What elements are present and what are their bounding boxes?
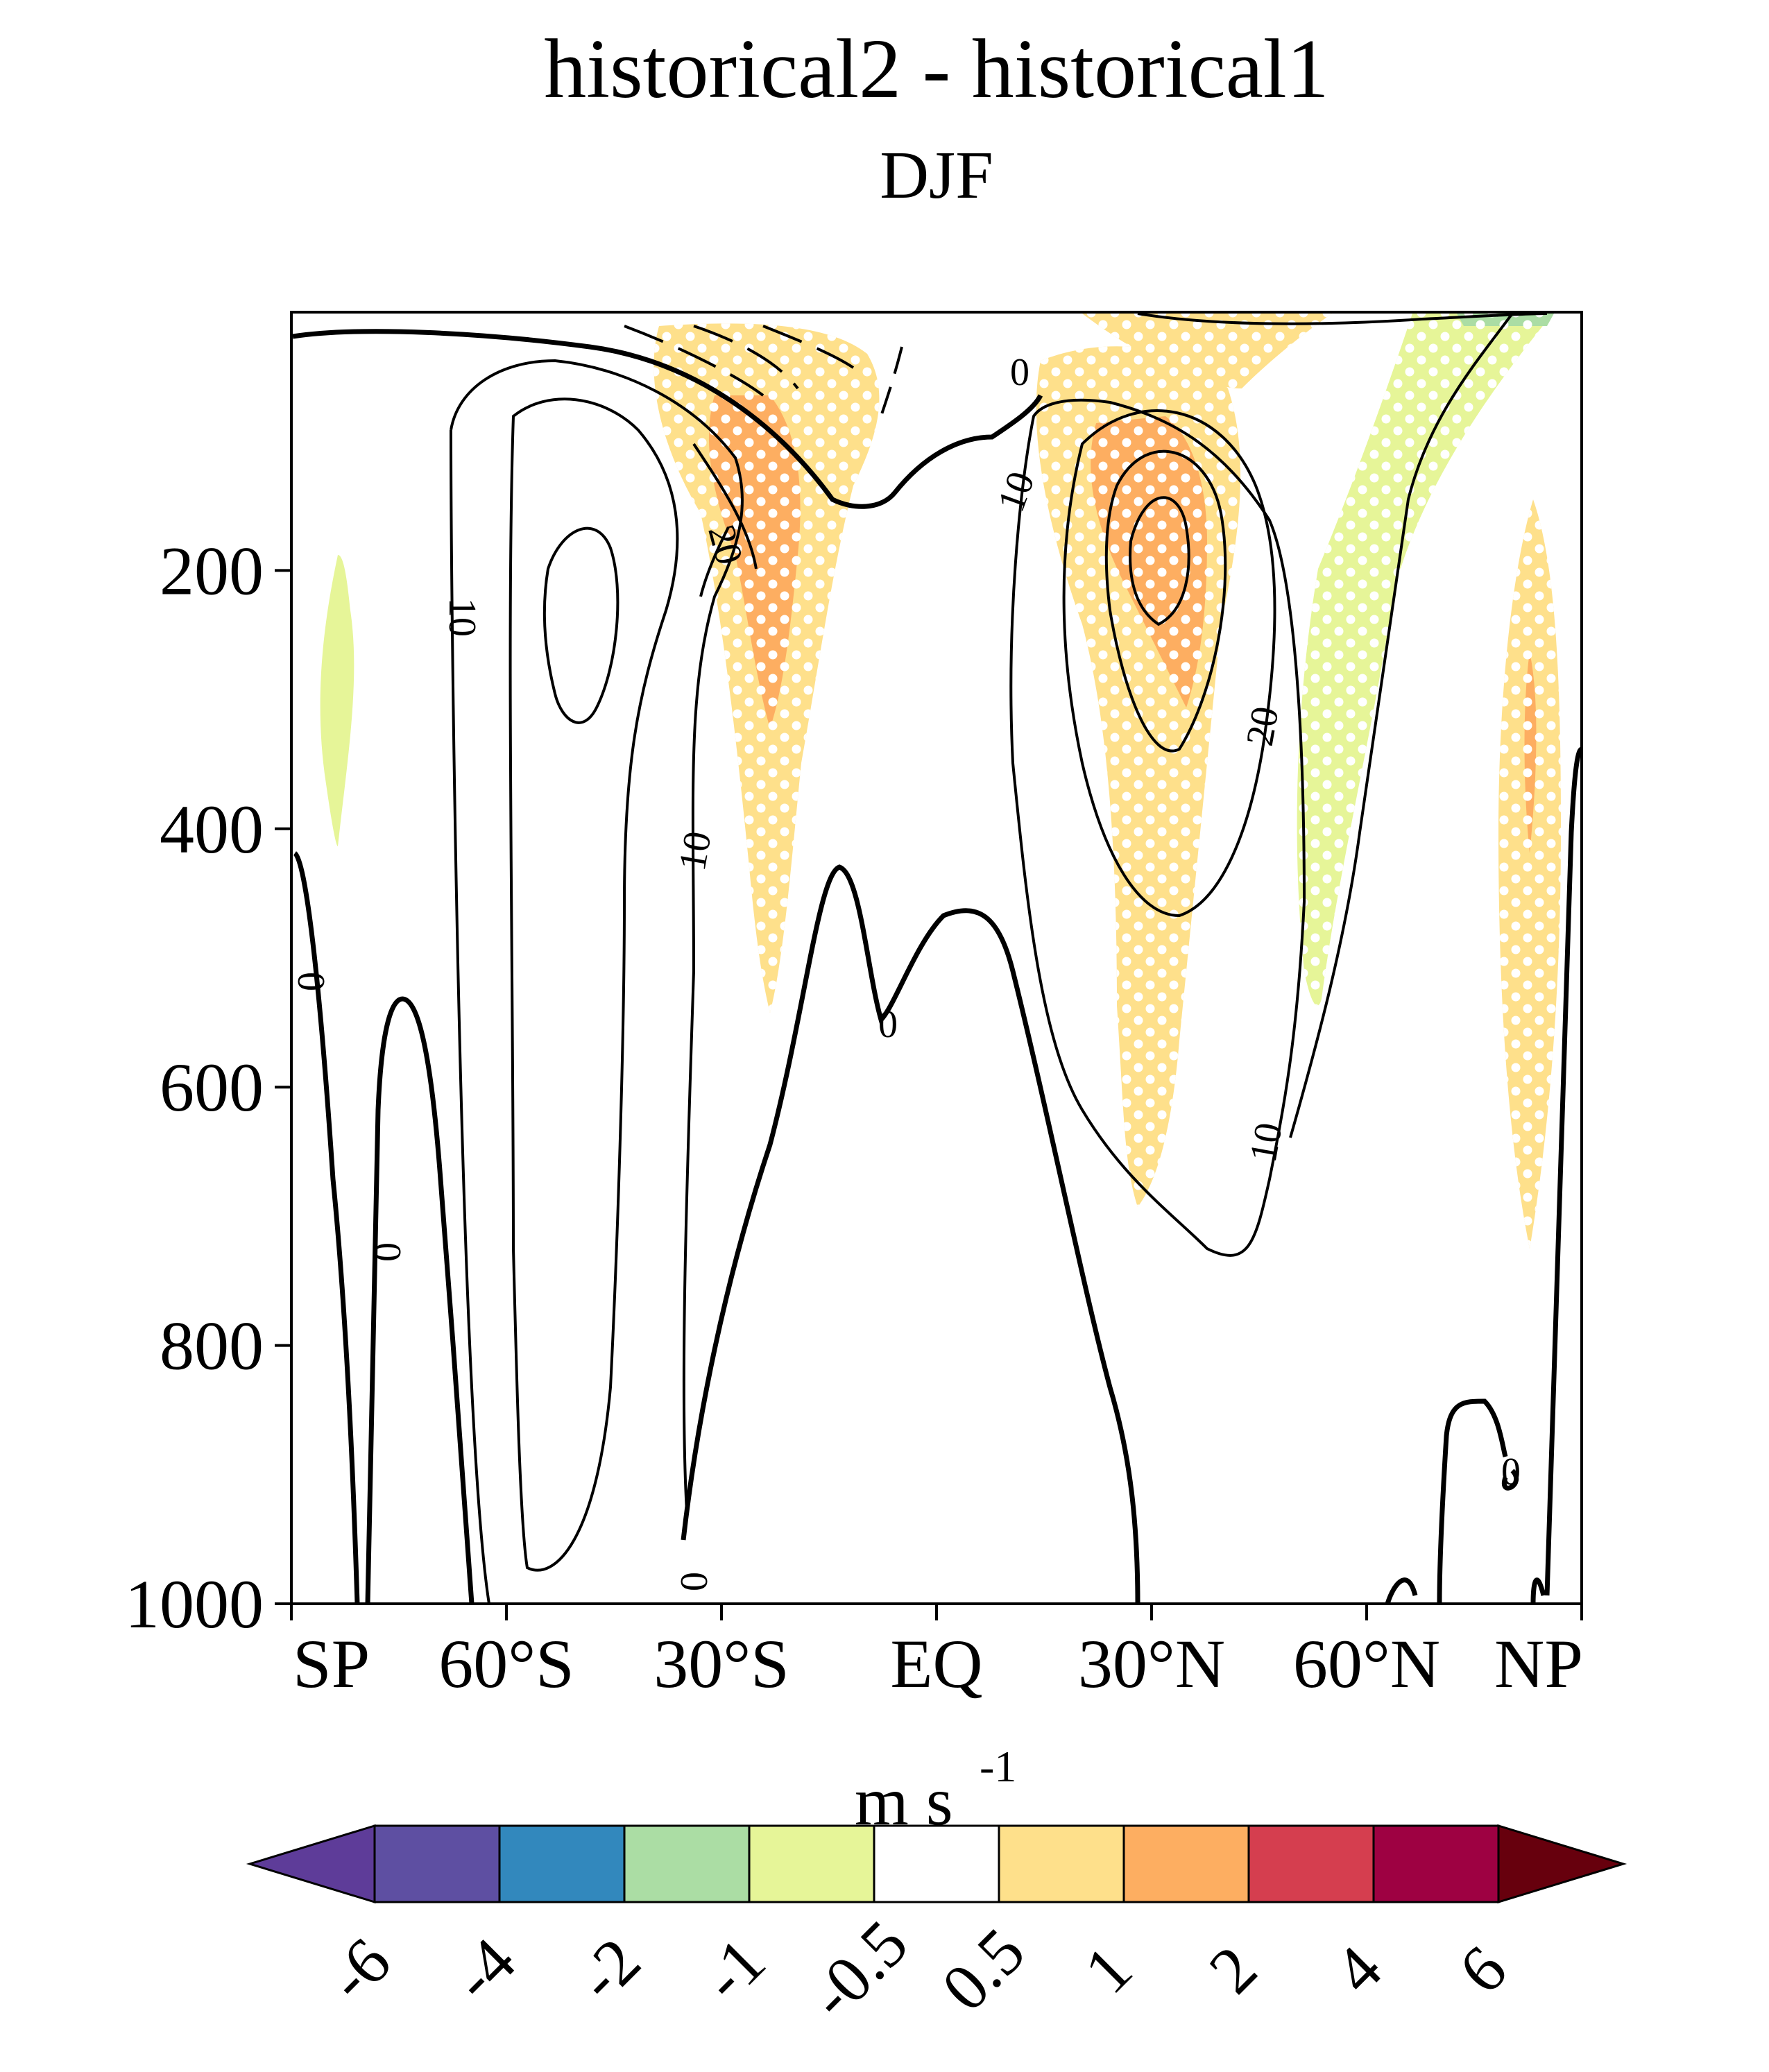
contour-label: 10 xyxy=(671,828,720,874)
contour-10-np-arc xyxy=(1137,312,1548,1138)
x-tick-label: 30°N xyxy=(1078,1625,1225,1702)
contour-label: 0 xyxy=(289,972,332,991)
contour-20-sh xyxy=(542,526,619,724)
x-tick-label: EQ xyxy=(890,1625,982,1702)
contour-lines xyxy=(292,312,1582,1604)
x-tick-label: NP xyxy=(1494,1625,1583,1702)
colorbar-level-label: -1 xyxy=(687,1924,779,2015)
colorbar-level-label: -4 xyxy=(438,1924,529,2015)
contour-label: 0 xyxy=(366,1242,409,1262)
colorbar-level-label: 6 xyxy=(1444,1931,1521,2007)
colorbar-units-exponent: -1 xyxy=(980,1742,1016,1791)
shaded-field xyxy=(320,312,1561,1249)
colorbar-level-label: 0.5 xyxy=(928,1914,1039,2026)
colorbar-level-label: -2 xyxy=(563,1924,654,2015)
colorbar-box xyxy=(373,1824,501,1903)
colorbar-level-label: 2 xyxy=(1195,1931,1271,2007)
contour-zero-eq xyxy=(681,864,1140,1604)
chart-subtitle: DJF xyxy=(880,138,993,213)
shade-neg-sh xyxy=(320,555,354,846)
contour-10-sh xyxy=(450,359,744,1604)
contour-zero-sh-loop xyxy=(365,996,475,1604)
x-axis: SP 60°S 30°S EQ 30°N 60°N NP xyxy=(290,1604,1583,1702)
colorbar-box xyxy=(623,1824,751,1903)
contour-zero-top xyxy=(292,329,1043,509)
colorbar-box xyxy=(1372,1824,1500,1903)
y-tick-label: 1000 xyxy=(125,1566,264,1643)
x-tick-label: SP xyxy=(293,1625,370,1702)
contour-label: 0 xyxy=(672,1572,715,1591)
stipple-top xyxy=(1082,314,1332,388)
colorbar-box xyxy=(873,1824,1000,1903)
contour-dashed-2 xyxy=(693,325,799,390)
y-axis: 200 400 600 800 1000 xyxy=(125,532,291,1643)
colorbar: m s -1 -6 -4 -2 -1 -0.5 0.5 1 2 4 6 xyxy=(246,1742,1627,2033)
y-tick-label: 200 xyxy=(160,532,264,609)
contour-10-inner-sh xyxy=(509,397,679,1572)
colorbar-level-label: 4 xyxy=(1319,1931,1396,2007)
y-tick-label: 800 xyxy=(160,1308,264,1385)
colorbar-level-label: 1 xyxy=(1070,1931,1146,2007)
contour-label: 0 xyxy=(1010,351,1029,394)
x-tick-label: 60°N xyxy=(1293,1625,1440,1702)
contour-10-nh xyxy=(1009,398,1306,1257)
colorbar-boxes xyxy=(246,1824,1627,1904)
contour-20-nh xyxy=(1062,409,1276,918)
contour-20-core-nh xyxy=(1129,496,1190,626)
colorbar-box xyxy=(1247,1824,1375,1903)
contour-zero-np xyxy=(1385,746,1582,1604)
colorbar-box xyxy=(1122,1824,1250,1903)
contour-label: 0 xyxy=(1501,1450,1521,1493)
colorbar-box xyxy=(498,1824,626,1903)
colorbar-box xyxy=(998,1824,1125,1903)
chart-title: historical2 - historical1 xyxy=(544,22,1329,116)
contour-dashed-1 xyxy=(624,325,764,397)
stipple-sh xyxy=(653,323,880,1013)
y-tick-label: 600 xyxy=(160,1049,264,1126)
contour-label: 10 xyxy=(989,466,1043,517)
stipple-neg-nh xyxy=(1297,312,1554,1006)
x-tick-label: 60°S xyxy=(438,1625,574,1702)
contour-dashed-3 xyxy=(762,325,855,369)
contour-label: 10 xyxy=(1242,1120,1291,1165)
contour-label: 0 xyxy=(878,1003,898,1046)
contour-20-inner-nh xyxy=(1104,449,1227,753)
colorbar-end-high xyxy=(1497,1824,1627,1904)
y-tick-label: 400 xyxy=(160,791,264,868)
colorbar-labels: -6 -4 -2 -1 -0.5 0.5 1 2 4 6 xyxy=(313,1906,1521,2032)
stipple-np xyxy=(1498,499,1561,1249)
x-tick-label: 30°S xyxy=(653,1625,789,1702)
contour-label: 10 xyxy=(441,598,484,637)
colorbar-level-label: -0.5 xyxy=(794,1906,921,2032)
colorbar-end-low xyxy=(246,1824,376,1904)
contour-zero-sh-left xyxy=(293,851,360,1604)
contour-label: 20 xyxy=(1238,703,1288,749)
contour-20-sh-mid xyxy=(692,443,758,570)
colorbar-level-label: -6 xyxy=(313,1924,404,2015)
contour-dashed-4 xyxy=(880,346,903,417)
colorbar-box xyxy=(748,1824,875,1903)
